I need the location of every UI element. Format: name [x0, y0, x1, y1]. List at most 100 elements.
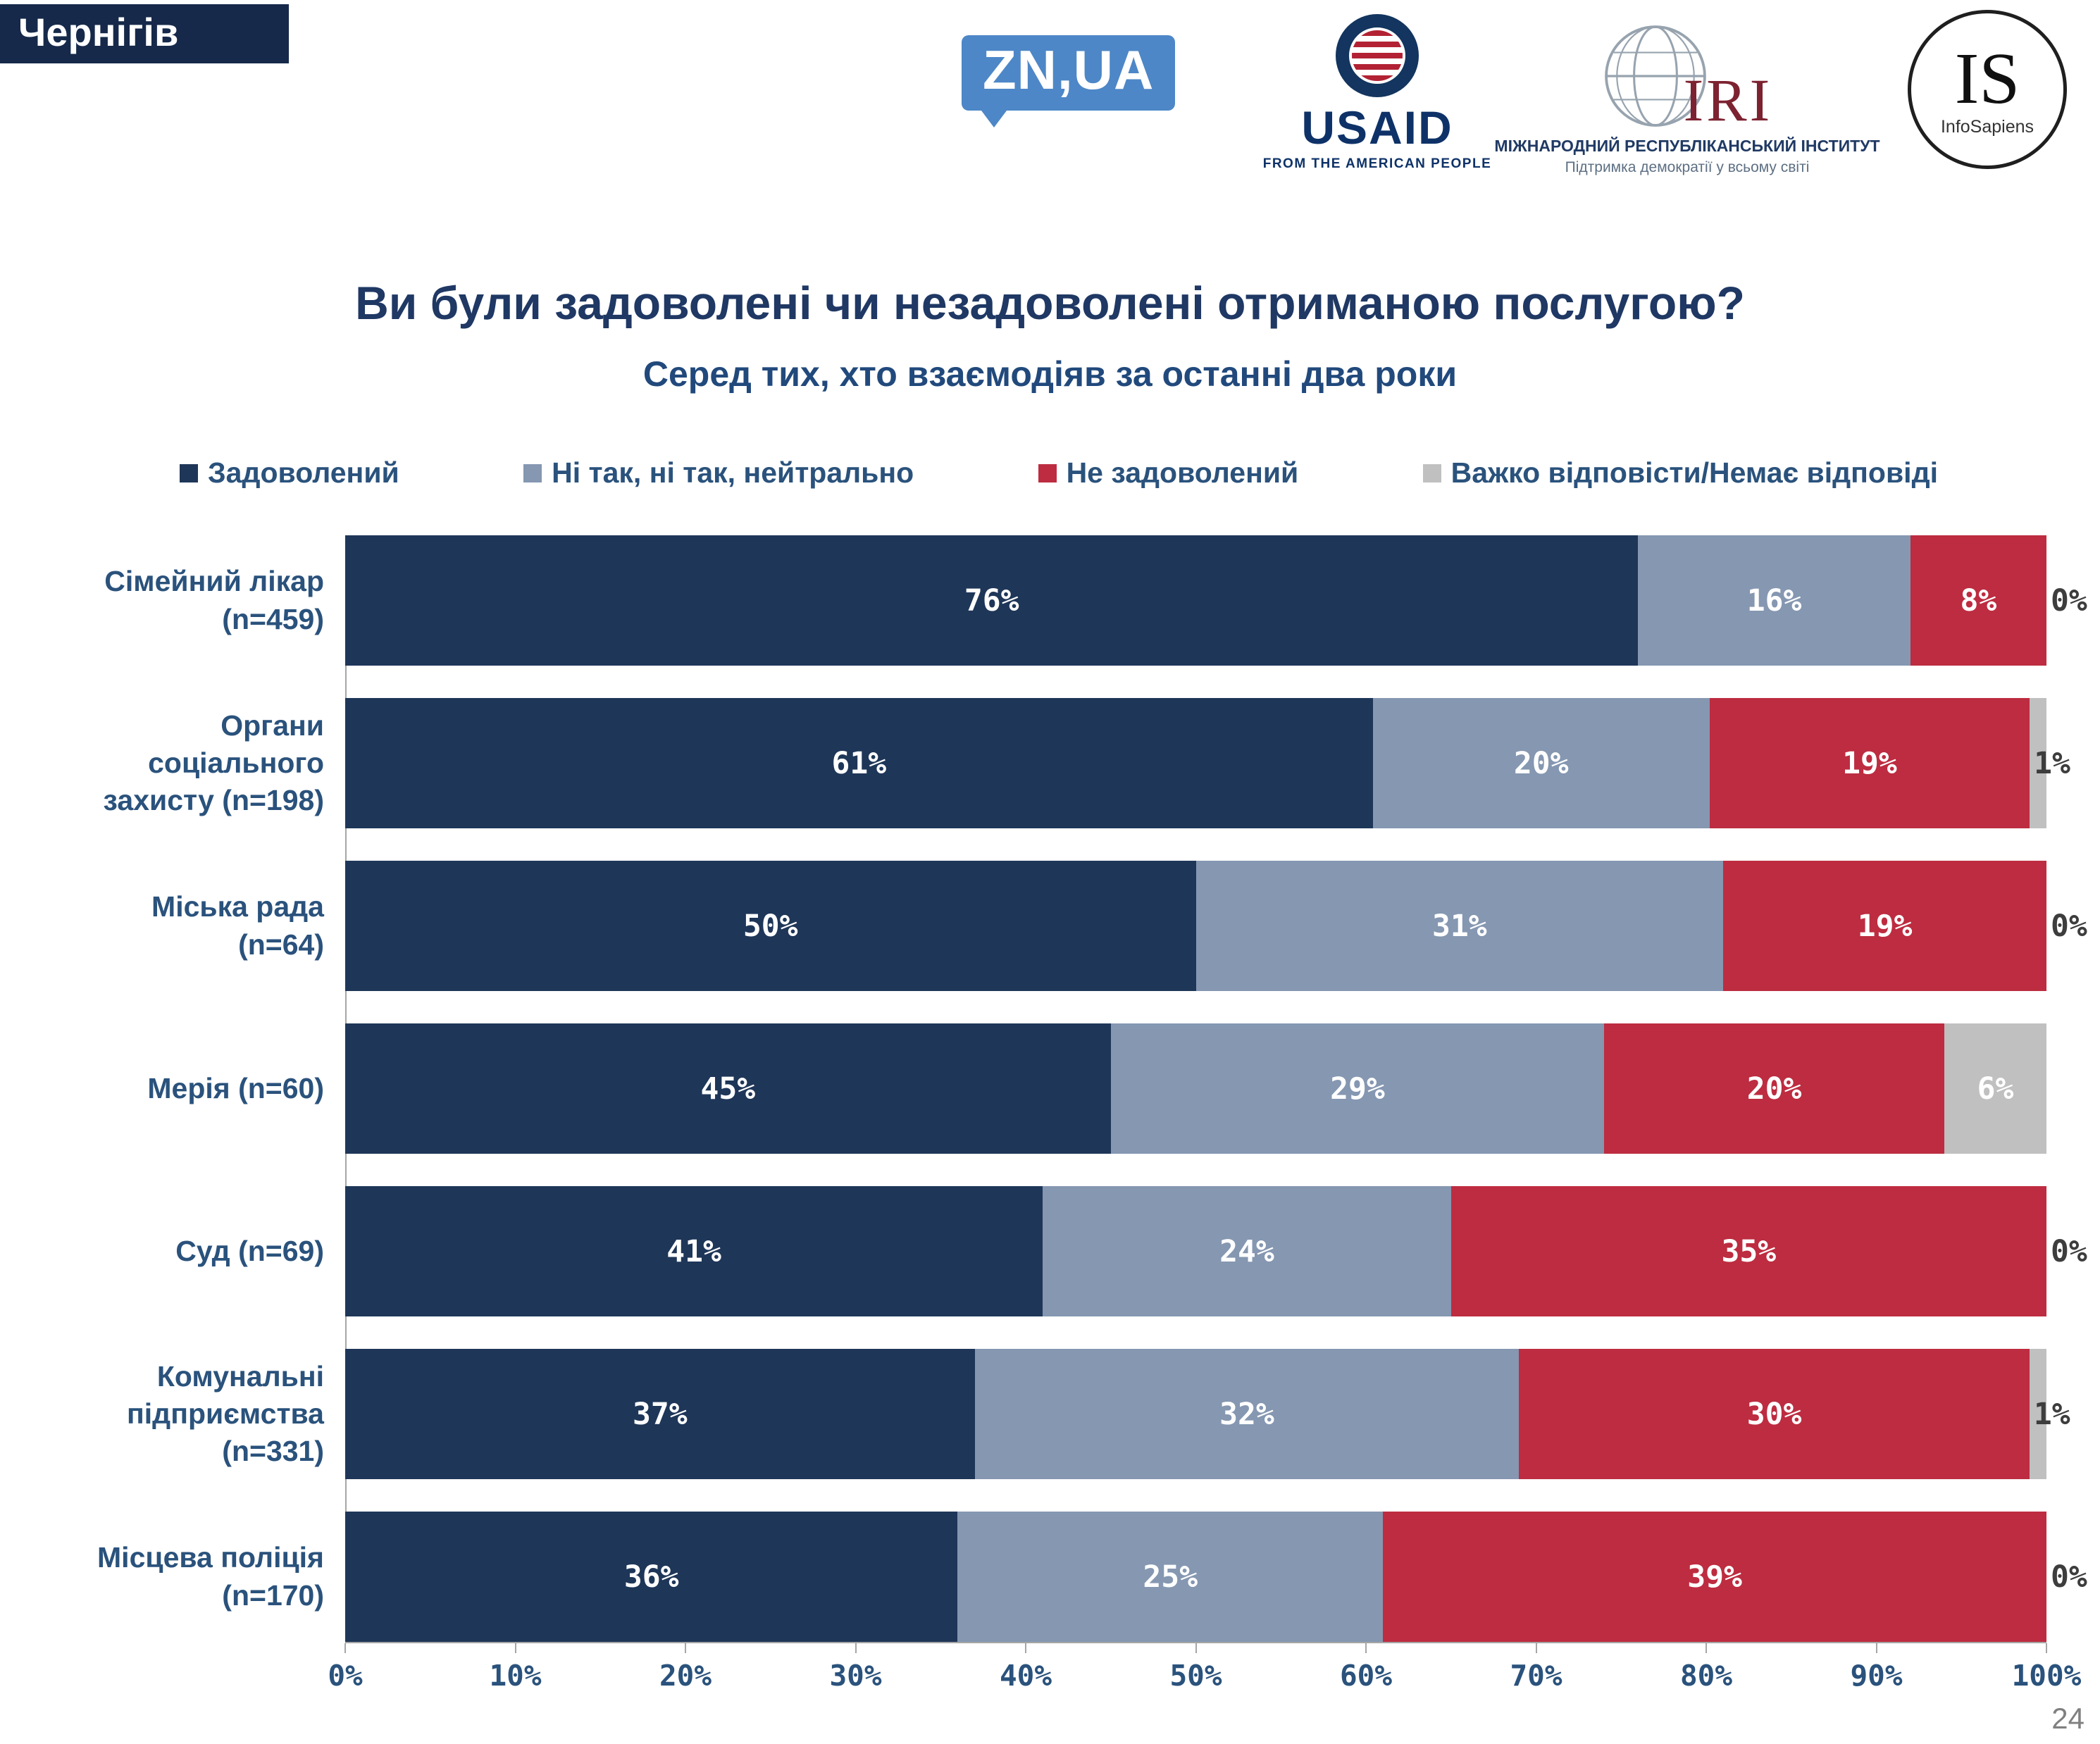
legend: Задоволений Ні так, ні так, нейтрально Не … [180, 456, 1938, 490]
category-label: Органи соціального захисту (n=198) [103, 709, 324, 817]
bar-segment: 39% [1383, 1512, 2046, 1642]
segment-value: 30% [1746, 1396, 1802, 1432]
legend-swatch [523, 463, 542, 482]
segment-value: 36% [623, 1559, 679, 1595]
bar-segment: 19% [1709, 698, 2030, 828]
bar-segment: 20% [1372, 698, 1710, 828]
segment-value: 0% [2050, 908, 2087, 944]
segment-value: 29% [1330, 1071, 1385, 1107]
bar-segment: 25% [957, 1512, 1384, 1642]
chart-row: Мерія (n=60) 45% 29% 20% 6% [42, 1023, 2046, 1154]
legend-item-1: Ні так, ні так, нейтрально [523, 456, 914, 490]
segment-value: 20% [1746, 1071, 1802, 1107]
segment-value: 45% [700, 1071, 756, 1107]
bar-segment: 16% [1638, 535, 1910, 666]
segment-value: 32% [1219, 1396, 1274, 1432]
x-axis-tick-mark [344, 1643, 346, 1653]
segment-value: 41% [666, 1233, 721, 1269]
usaid-seal-icon [1336, 14, 1419, 97]
bar-segment: 37% [345, 1349, 975, 1479]
segment-value: 0% [2050, 1233, 2087, 1269]
category-label: Мерія (n=60) [147, 1071, 324, 1104]
bar-segment: 19% [1723, 861, 2046, 991]
bar-segment: 20% [1604, 1023, 1945, 1154]
infosapiens-monogram: IS [1954, 37, 2020, 119]
stacked-bar: 37% 32% 30% 1% [345, 1349, 2070, 1479]
bar-segment: 8% [1910, 535, 2046, 666]
chart-subtitle: Серед тих, хто взаємодіяв за останні два… [642, 354, 1458, 394]
x-axis-tick-label: 30% [829, 1659, 882, 1693]
x-axis-tick-label: 20% [659, 1659, 712, 1693]
category-label: Міська рада (n=64) [151, 890, 324, 961]
legend-item-0: Задоволений [180, 456, 399, 490]
segment-value: 61% [831, 745, 887, 781]
category-label: Місцева поліція (n=170) [97, 1541, 324, 1612]
infosapiens-logo: IS InfoSapiens [1908, 10, 2067, 169]
bar-segment: 32% [974, 1349, 1520, 1479]
chart-row: Комунальні підприємства (n=331) 37% 32% 30%… [42, 1349, 2070, 1479]
globe-icon [1604, 25, 1706, 127]
segment-value: 6% [1977, 1071, 2014, 1107]
x-axis-tick-mark [685, 1643, 686, 1653]
x-axis-tick-mark [1706, 1643, 1707, 1653]
legend-item-2: Не задоволений [1038, 456, 1299, 490]
chart: Сімейний лікар (n=459) 76% 16% 8% 0% Органи с… [42, 535, 2087, 1708]
bar-segment: 36% [345, 1512, 958, 1642]
chart-row: Міська рада (n=64) 50% 31% 19% 0% [42, 861, 2087, 991]
stacked-bar: 76% 16% 8% 0% [345, 535, 2087, 666]
x-axis-tick-label: 50% [1169, 1659, 1222, 1693]
x-axis-tick-label: 80% [1679, 1659, 1733, 1693]
legend-item-3: Важко відповісти/Немає відповіді [1422, 456, 1938, 490]
iri-wordmark: IRI [1683, 66, 1773, 135]
legend-label: Не задоволений [1066, 456, 1299, 489]
category-label: Суд (n=69) [175, 1234, 324, 1267]
segment-value: 37% [632, 1396, 688, 1432]
x-axis-tick-mark [1875, 1643, 1877, 1653]
segment-value: 8% [1960, 583, 1997, 618]
x-axis-tick-label: 40% [999, 1659, 1052, 1693]
bar-segment: 24% [1043, 1186, 1451, 1316]
segment-value: 24% [1219, 1233, 1274, 1269]
segment-value: 0% [2050, 583, 2087, 618]
stacked-bar: 41% 24% 35% 0% [345, 1186, 2087, 1316]
bar-segment: 1% [2030, 698, 2070, 828]
chart-title: Ви були задоволені чи незадоволені отрим… [355, 277, 1745, 329]
chart-rows: Сімейний лікар (n=459) 76% 16% 8% 0% Органи с… [42, 535, 2087, 1642]
bar-segment: 35% [1450, 1186, 2046, 1316]
stacked-bar: 61% 20% 19% 1% [345, 698, 2070, 828]
x-axis-tick-mark [2046, 1643, 2047, 1653]
chart-row: Суд (n=69) 41% 24% 35% 0% [42, 1186, 2087, 1316]
stacked-bar: 45% 29% 20% 6% [345, 1023, 2046, 1154]
stacked-bar: 36% 25% 39% 0% [345, 1512, 2087, 1642]
segment-value: 31% [1431, 908, 1487, 944]
stacked-bar: 50% 31% 19% 0% [345, 861, 2087, 991]
x-axis-tick-label: 60% [1339, 1659, 1393, 1693]
x-axis-tick-mark [1365, 1643, 1367, 1653]
chart-row: Органи соціального захисту (n=198) 61% 20%… [42, 698, 2070, 828]
legend-swatch [180, 463, 198, 482]
segment-value: 1% [2034, 745, 2070, 781]
legend-swatch [1038, 463, 1057, 482]
usaid-flag-icon [1349, 27, 1405, 84]
infosapiens-name: InfoSapiens [1940, 116, 2034, 137]
x-axis-tick-label: 70% [1510, 1659, 1562, 1693]
chart-row: Сімейний лікар (n=459) 76% 16% 8% 0% [42, 535, 2087, 666]
iri-logo-top: IRI [1490, 11, 1884, 130]
x-axis-tick-label: 10% [489, 1659, 542, 1693]
category-label: Комунальні підприємства (n=331) [127, 1359, 324, 1468]
x-axis-tick-mark [1025, 1643, 1026, 1653]
iri-institute-name: МІЖНАРОДНИЙ РЕСПУБЛІКАНСЬКИЙ ІНСТИТУТ [1494, 137, 1880, 155]
x-axis-tick-mark [855, 1643, 857, 1653]
segment-value: 0% [2050, 1559, 2087, 1595]
legend-label: Задоволений [208, 456, 399, 489]
x-axis-tick-mark [514, 1643, 516, 1653]
legend-label: Важко відповісти/Немає відповіді [1450, 456, 1938, 489]
iri-logo: IRI МІЖНАРОДНИЙ РЕСПУБЛІКАНСЬКИЙ ІНСТИТУ… [1490, 11, 1884, 176]
bar-segment: 41% [345, 1186, 1043, 1316]
page-number: 24 [2051, 1702, 2085, 1735]
segment-value: 19% [1857, 908, 1913, 944]
znua-logo: ZN,UA [962, 35, 1176, 127]
x-axis-tick-label: 100% [2011, 1659, 2082, 1693]
bar-segment: 29% [1110, 1023, 1605, 1154]
segment-value: 20% [1513, 745, 1569, 781]
